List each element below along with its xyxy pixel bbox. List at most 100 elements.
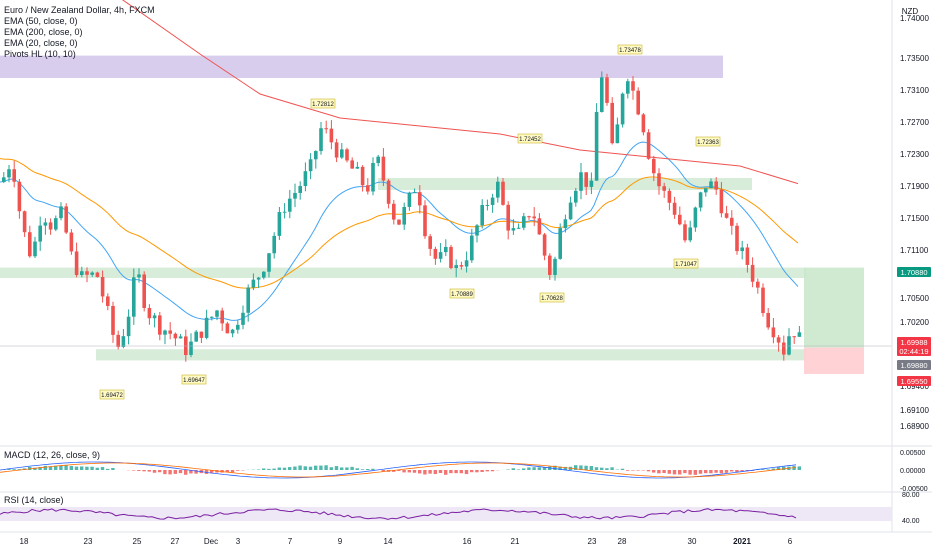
pivot-label: 1.69647 (181, 374, 207, 385)
candle-body (230, 329, 235, 334)
candle-body (693, 207, 698, 228)
indicator-pivots: Pivots HL (10, 10) (4, 49, 76, 59)
time-tick: 9 (338, 537, 343, 546)
macd-bar (381, 470, 385, 472)
candle-body (293, 192, 297, 199)
candle-body (615, 124, 620, 144)
svg-text:1.72363: 1.72363 (697, 140, 719, 146)
macd-bar (355, 468, 359, 470)
candle-body (542, 234, 547, 256)
candle-body (282, 211, 287, 213)
macd-bar (485, 470, 489, 472)
macd-bar (28, 466, 32, 470)
time-tick: 21 (511, 537, 520, 546)
macd-pane[interactable]: MACD (12, 26, close, 9) 0.00500 0.00000 -0… (0, 445, 932, 493)
take-profit-area[interactable] (804, 267, 864, 348)
macd-bar (766, 469, 770, 470)
macd-bar (80, 466, 84, 470)
macd-bar (43, 465, 47, 470)
macd-bar (210, 470, 214, 473)
macd-bar (771, 468, 775, 470)
candle-body (631, 81, 635, 91)
candle-body (750, 264, 755, 282)
price-tick: 1.72700 (900, 118, 929, 127)
macd-bar (90, 466, 94, 470)
candle-body (730, 217, 734, 226)
macd-bar (522, 468, 526, 470)
position-box[interactable] (0, 267, 892, 374)
price-tick: 1.70500 (900, 294, 929, 303)
time-axis[interactable]: 18 23 25 27 Dec 3 7 9 14 16 21 23 28 30 2021 6 (0, 531, 932, 546)
candle-body (558, 228, 562, 259)
macd-bar (652, 470, 656, 473)
macd-bar (516, 469, 521, 470)
macd-bar (490, 470, 495, 472)
rsi-line (0, 508, 797, 520)
rsi-pane[interactable]: RSI (14, close) 80.00 40.00 (0, 491, 932, 525)
macd-bar (704, 470, 708, 474)
currency-label: NZD (902, 7, 919, 16)
candle-body (761, 287, 765, 314)
candle-body (272, 235, 276, 254)
macd-bar (158, 470, 162, 473)
candle-body (636, 90, 640, 115)
macd-bar (7, 468, 11, 470)
macd-bar (163, 470, 167, 475)
candle-body (12, 169, 16, 182)
macd-bar (527, 467, 531, 470)
price-tick: 1.68900 (900, 422, 929, 431)
svg-text:1.70628: 1.70628 (541, 296, 563, 302)
candle-body (402, 206, 406, 225)
pivot-label: 1.71047 (673, 258, 699, 269)
svg-text:1.69647: 1.69647 (183, 378, 205, 384)
pivot-labels: 1.69472 1.69647 1.72812 1.70889 1.72452 1.706… (99, 44, 721, 400)
candle-body (418, 192, 422, 206)
candle-body (168, 330, 172, 334)
price-badge: 1.69880 (897, 360, 931, 370)
macd-bar (277, 467, 281, 470)
candle-body (189, 341, 193, 356)
macd-bar (319, 465, 323, 470)
candle-body (485, 204, 490, 206)
candle-body (464, 260, 469, 267)
price-tick: 1.69100 (900, 406, 929, 415)
macd-bar (631, 470, 635, 471)
macd-bar (776, 467, 781, 470)
time-tick: 6 (788, 537, 793, 546)
svg-text:1.70880: 1.70880 (900, 268, 927, 277)
support-zone[interactable] (0, 267, 806, 278)
svg-text:1.72452: 1.72452 (519, 137, 541, 143)
candle-body (95, 272, 100, 278)
macd-bar (267, 468, 271, 470)
candle-body (698, 192, 703, 208)
support-zone[interactable] (96, 349, 806, 361)
candle-body (704, 188, 708, 193)
macd-bar (303, 466, 307, 470)
macd-bar (184, 470, 188, 475)
macd-bar (288, 467, 292, 470)
macd-bar (589, 466, 593, 470)
rsi-label: RSI (14, close) (4, 495, 64, 505)
chart-legend: Euro / New Zealand Dollar, 4h, FXCM EMA … (4, 5, 155, 59)
candle-body (48, 222, 53, 230)
candle-body (303, 171, 308, 187)
rsi-tick: 40.00 (902, 518, 920, 525)
macd-bar (314, 465, 318, 470)
macd-bar (600, 467, 604, 470)
macd-bar (340, 467, 344, 470)
resistance-zone[interactable] (0, 55, 723, 78)
macd-bar (449, 470, 453, 474)
indicator-ema50: EMA (50, close, 0) (4, 16, 78, 26)
candle-body (470, 235, 474, 261)
candle-body (376, 156, 380, 163)
stop-loss-area[interactable] (804, 347, 864, 374)
candle-body (340, 149, 344, 158)
candle-body (220, 310, 224, 324)
svg-text:1.69880: 1.69880 (900, 361, 927, 370)
candle-body (490, 197, 495, 205)
macd-bar (579, 465, 583, 470)
candle-body (516, 227, 521, 229)
time-tick: 2021 (733, 537, 751, 546)
candle-body (204, 317, 209, 338)
